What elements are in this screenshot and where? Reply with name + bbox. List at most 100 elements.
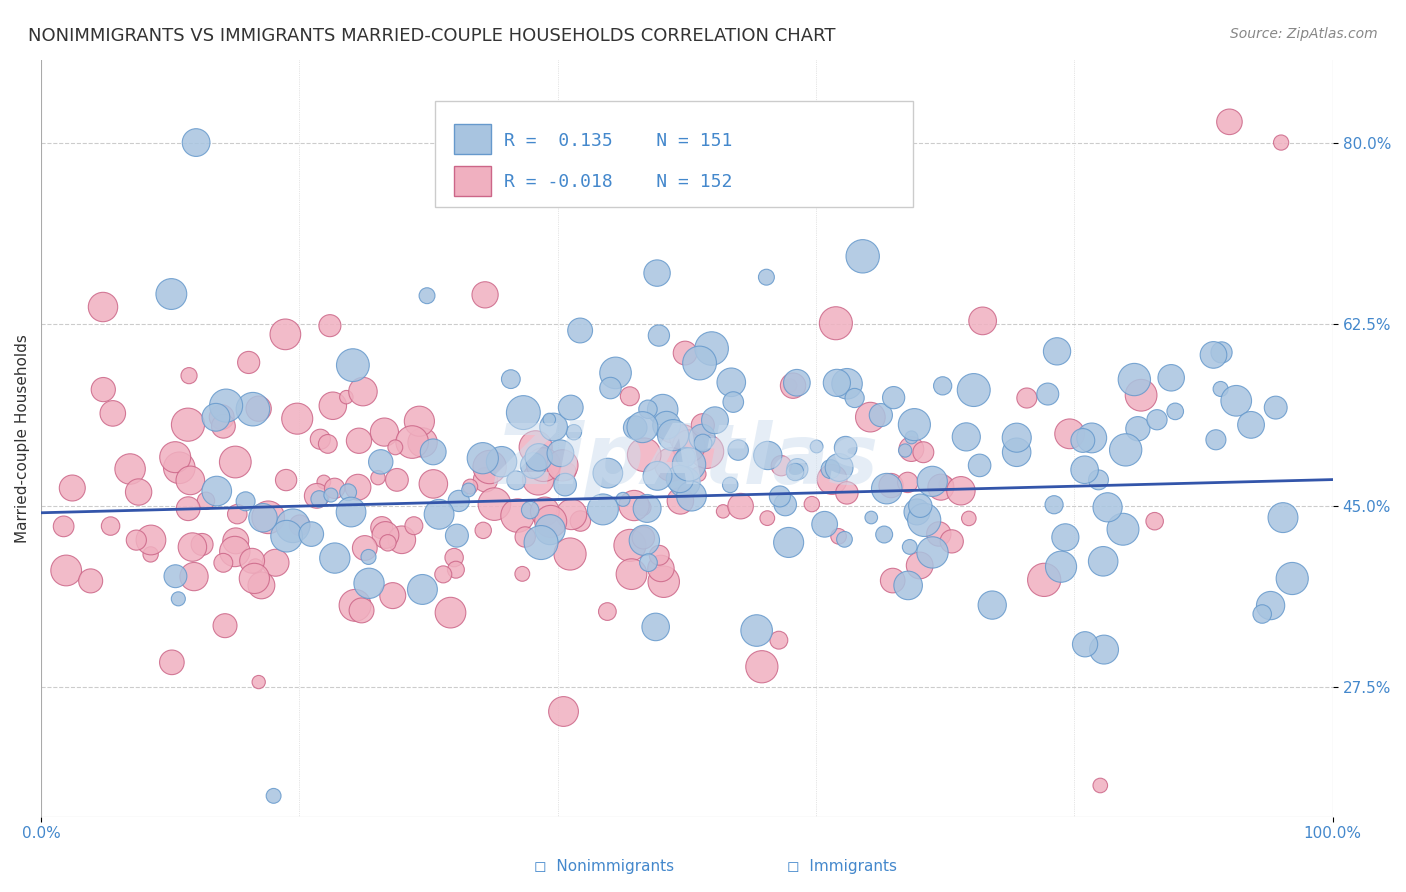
Point — [1015, 391, 1038, 405]
Point — [285, 411, 308, 425]
Point — [783, 465, 806, 479]
Point — [538, 412, 561, 426]
Point — [648, 328, 671, 343]
Point — [1225, 393, 1247, 408]
Point — [181, 540, 204, 554]
Point — [412, 435, 434, 450]
Point — [669, 472, 692, 486]
Point — [447, 494, 470, 508]
Point — [299, 527, 322, 541]
Point — [347, 480, 370, 494]
Point — [894, 443, 917, 458]
Point — [768, 633, 790, 648]
Point — [235, 494, 257, 508]
Point — [681, 489, 703, 503]
Point — [179, 474, 201, 488]
Point — [949, 483, 972, 498]
Point — [1046, 344, 1069, 359]
Point — [779, 378, 801, 392]
Point — [620, 567, 643, 582]
Point — [543, 420, 565, 434]
Point — [60, 481, 83, 495]
Point — [673, 475, 696, 490]
Point — [651, 402, 673, 417]
Point — [281, 518, 304, 533]
Point — [342, 358, 364, 372]
Point — [652, 574, 675, 589]
Point — [806, 440, 828, 454]
Point — [534, 504, 557, 518]
Point — [1074, 637, 1097, 651]
Point — [91, 383, 114, 397]
FancyBboxPatch shape — [454, 124, 491, 154]
Point — [903, 417, 925, 432]
Point — [860, 510, 883, 524]
Point — [305, 489, 328, 503]
Point — [756, 511, 779, 525]
Point — [928, 527, 950, 541]
Point — [921, 475, 943, 489]
Point — [963, 383, 986, 397]
Point — [524, 440, 547, 454]
Point — [79, 574, 101, 588]
Point — [825, 316, 848, 330]
Point — [612, 492, 634, 507]
Point — [1036, 387, 1059, 401]
Point — [215, 399, 238, 413]
Point — [139, 533, 162, 547]
Point — [100, 519, 122, 533]
Text: R =  0.135    N = 151: R = 0.135 N = 151 — [503, 131, 733, 150]
Point — [319, 318, 342, 333]
Point — [655, 418, 678, 433]
Point — [1272, 510, 1295, 524]
Point — [1005, 431, 1028, 445]
Point — [1218, 115, 1240, 129]
Point — [688, 467, 710, 482]
Point — [910, 499, 932, 513]
Point — [673, 346, 696, 360]
Point — [531, 458, 554, 472]
Point — [1164, 404, 1187, 418]
Point — [519, 503, 541, 517]
Point — [883, 391, 905, 405]
Point — [596, 466, 619, 480]
Point — [474, 288, 496, 302]
Point — [120, 462, 142, 476]
Point — [1130, 388, 1153, 402]
Point — [212, 419, 235, 434]
Point — [882, 574, 904, 588]
Point — [778, 535, 800, 549]
Point — [323, 481, 346, 495]
Point — [205, 484, 228, 499]
Point — [512, 406, 534, 420]
Point — [631, 420, 654, 434]
Point — [711, 504, 734, 518]
Point — [1160, 371, 1182, 385]
Point — [367, 470, 389, 484]
Point — [645, 266, 668, 280]
Point — [439, 606, 461, 620]
Point — [880, 478, 903, 492]
Point — [905, 505, 928, 519]
Point — [499, 372, 522, 386]
Point — [1260, 599, 1282, 613]
Point — [225, 533, 247, 548]
Point — [125, 533, 148, 548]
Point — [908, 558, 931, 573]
Point — [852, 249, 875, 263]
Point — [243, 571, 266, 585]
Point — [474, 473, 496, 487]
Point — [692, 418, 714, 433]
Text: ◻  Immigrants: ◻ Immigrants — [787, 859, 897, 874]
Point — [596, 605, 619, 619]
Point — [835, 486, 858, 500]
Point — [1092, 642, 1115, 657]
Point — [624, 420, 647, 434]
Point — [169, 460, 191, 475]
Point — [408, 414, 430, 428]
Point — [374, 528, 396, 542]
Point — [1251, 607, 1274, 621]
Point — [177, 417, 200, 432]
Point — [165, 569, 187, 583]
Point — [661, 458, 683, 472]
